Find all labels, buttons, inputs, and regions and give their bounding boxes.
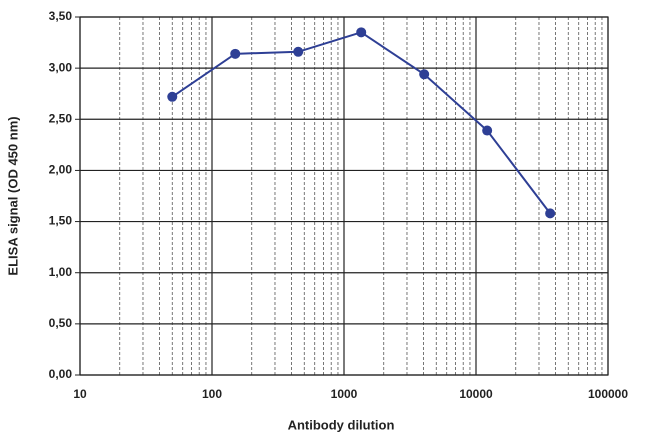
point xyxy=(356,27,367,38)
x-tick-label: 10 xyxy=(73,387,87,401)
x-tick-label: 100000 xyxy=(588,387,628,401)
y-tick-label: 0,50 xyxy=(49,316,73,330)
point xyxy=(545,208,556,219)
point xyxy=(419,69,430,80)
plot-frame xyxy=(79,16,609,376)
y-tick-label: 3,00 xyxy=(49,60,73,74)
x-tick-label: 100 xyxy=(202,387,222,401)
y-tick-label: 1,00 xyxy=(49,265,73,279)
point xyxy=(230,48,241,59)
y-tick-label: 0,00 xyxy=(49,367,73,381)
y-tick-label: 1,50 xyxy=(49,214,73,228)
series-line xyxy=(171,31,551,214)
y-tick-label: 2,50 xyxy=(49,111,73,125)
x-tick-label: 1000 xyxy=(331,387,358,401)
y-tick-label: 2,00 xyxy=(49,163,73,177)
point xyxy=(293,46,304,57)
x-axis-label: Antibody dilution xyxy=(288,417,395,432)
y-tick-label: 3,50 xyxy=(49,9,73,23)
point xyxy=(167,91,178,102)
y-axis-label: ELISA signal (OD 450 nm) xyxy=(5,116,20,275)
x-tick-label: 10000 xyxy=(459,387,493,401)
point xyxy=(482,125,493,136)
